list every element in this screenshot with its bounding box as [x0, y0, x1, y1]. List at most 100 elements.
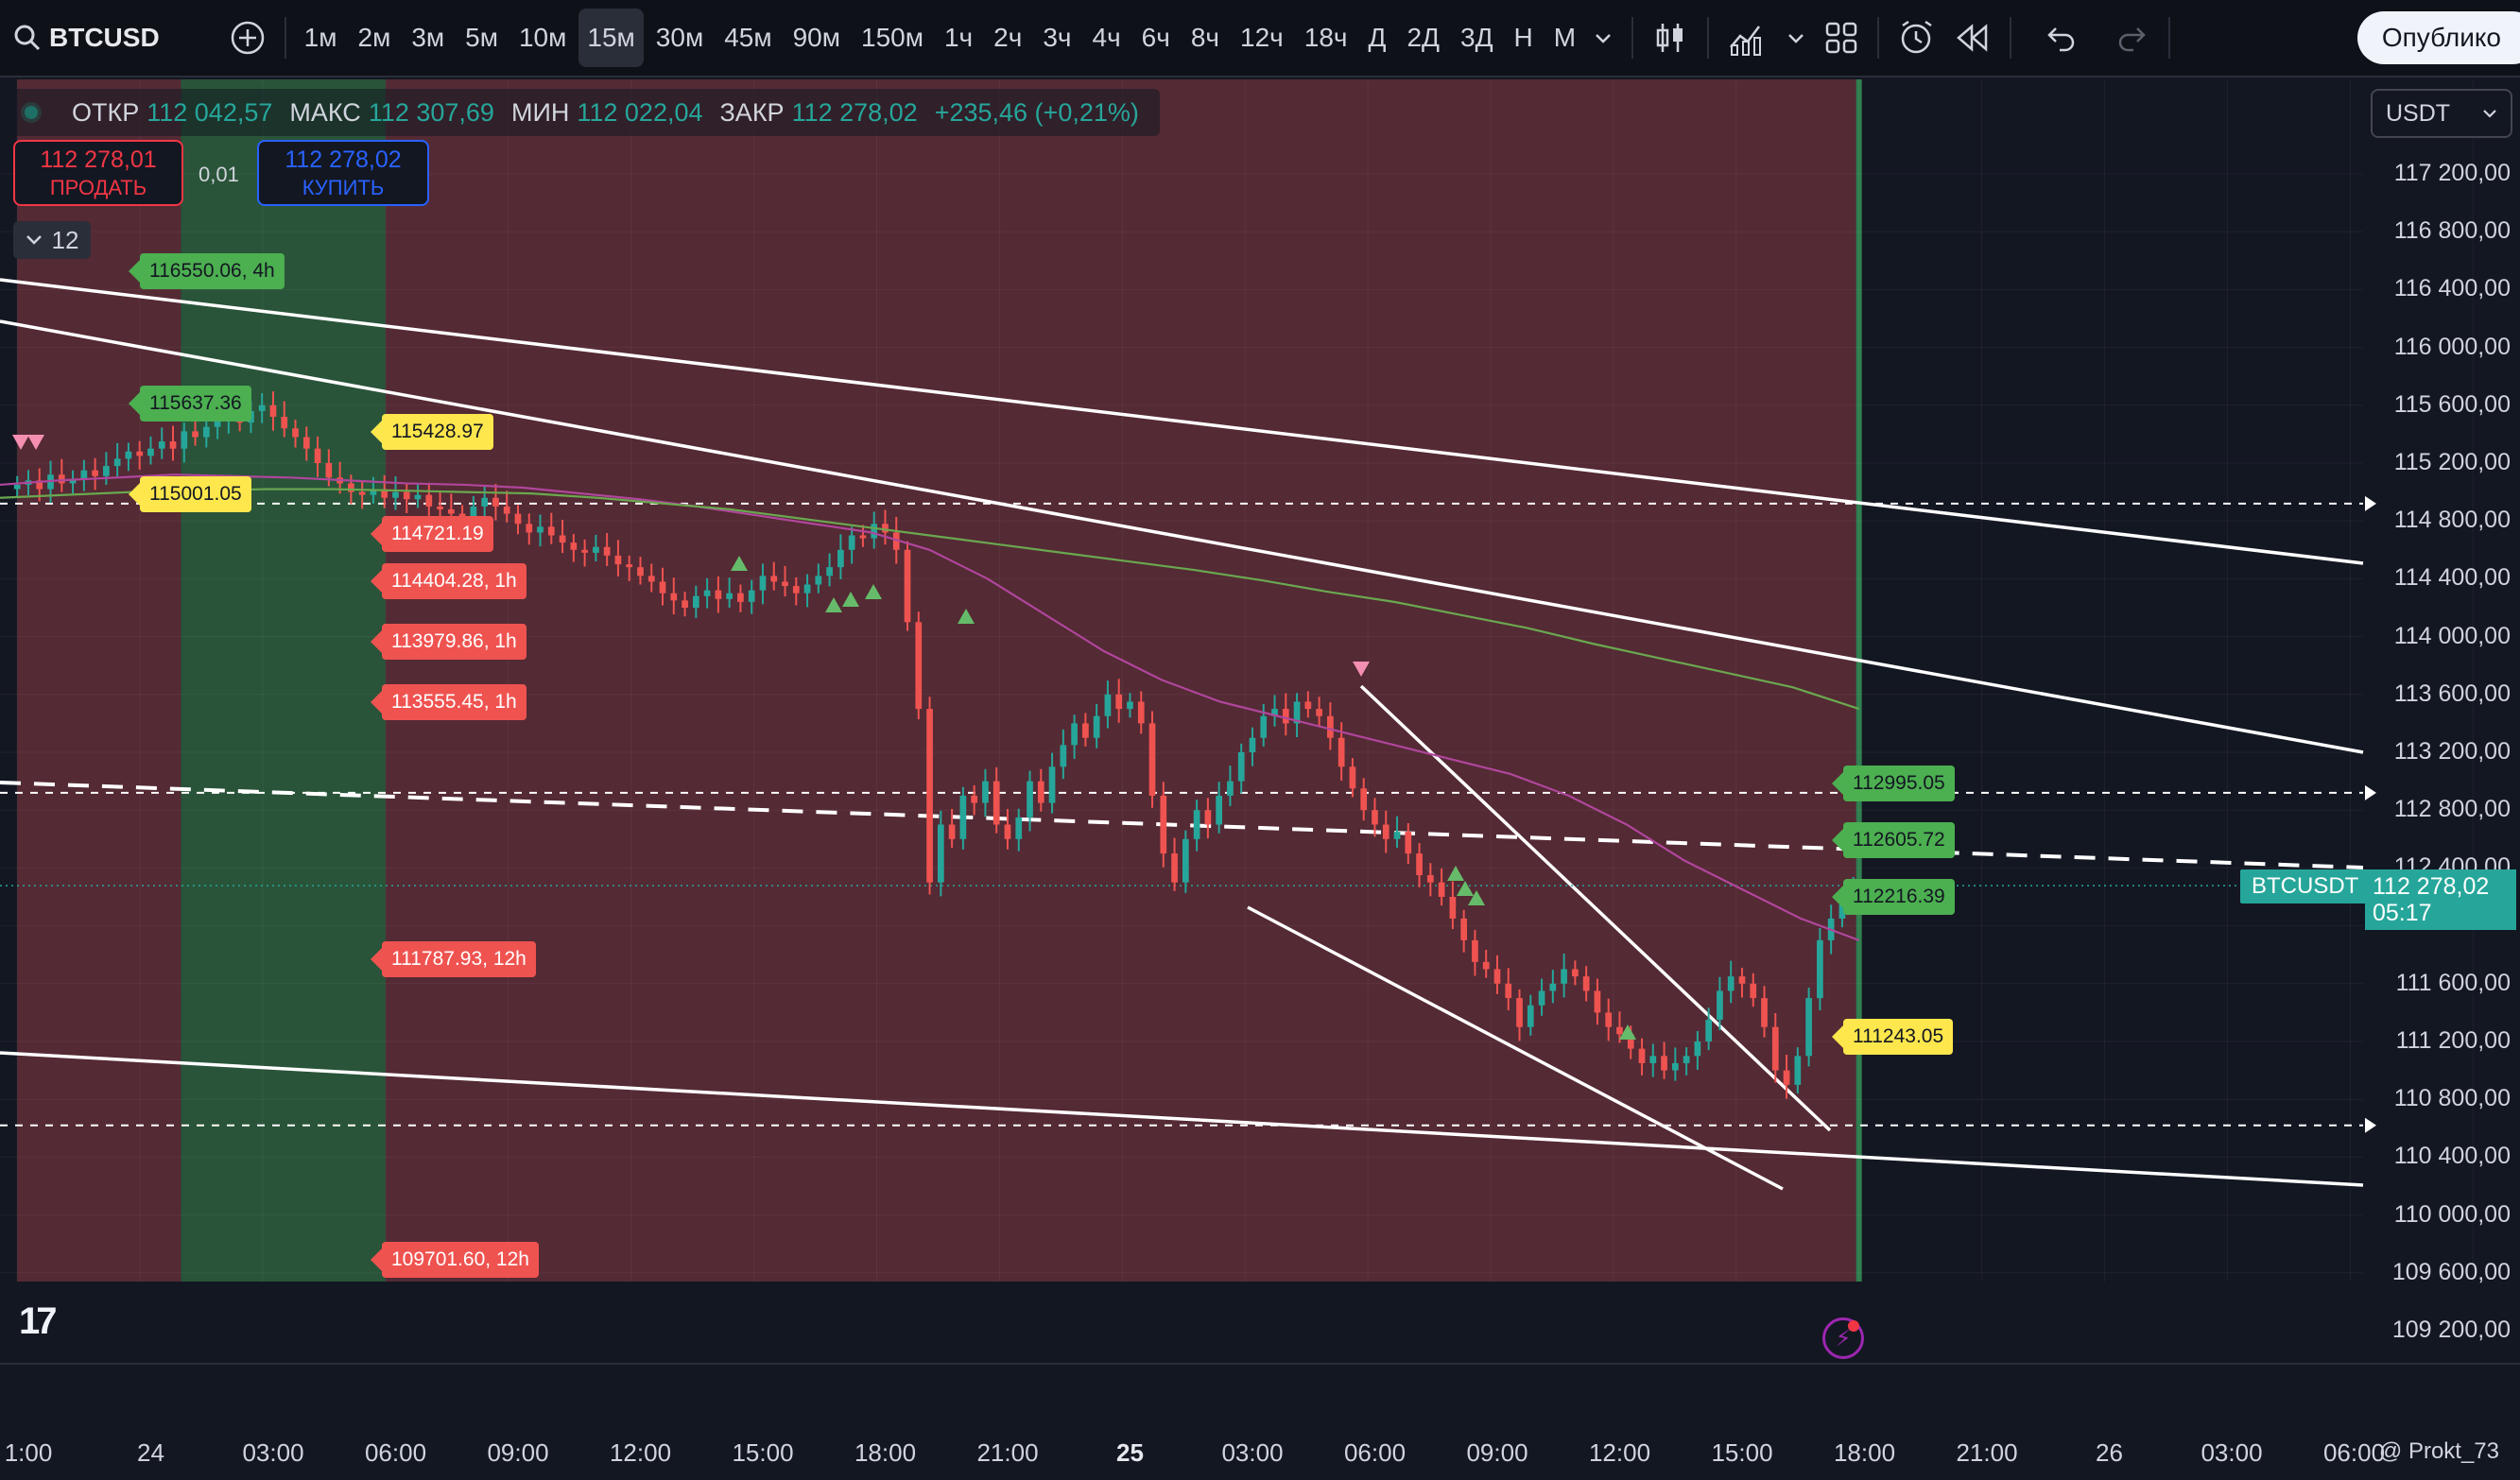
interval-17[interactable]: 18ч [1303, 23, 1348, 52]
symbol-search[interactable]: BTCUSD [0, 0, 173, 76]
candle-body[interactable] [1761, 998, 1768, 1027]
candle-body[interactable] [1538, 990, 1545, 1006]
candle-body[interactable] [1316, 709, 1322, 716]
candle-body[interactable] [1382, 824, 1389, 839]
candle-body[interactable] [113, 458, 121, 467]
candle-body[interactable] [882, 524, 889, 533]
candle-body[interactable] [1717, 990, 1723, 1021]
candle-body[interactable] [1071, 723, 1078, 746]
candle-body[interactable] [1460, 918, 1468, 940]
candle-body[interactable] [425, 494, 433, 507]
candle-body[interactable] [1661, 1056, 1667, 1071]
candle-body[interactable] [837, 549, 844, 568]
candle-body[interactable] [1627, 1034, 1634, 1049]
candle-body[interactable] [1727, 976, 1735, 991]
candle-body[interactable] [815, 576, 822, 585]
candle-body[interactable] [1060, 745, 1067, 767]
candle-body[interactable] [1327, 715, 1334, 738]
interval-18[interactable]: Д [1368, 23, 1387, 52]
candle-body[interactable] [770, 576, 778, 582]
candle-body[interactable] [13, 484, 21, 490]
candle-body[interactable] [859, 535, 867, 539]
candle-body[interactable] [692, 595, 699, 608]
level-tag-red[interactable]: 113979.86, 1h [371, 624, 526, 660]
candle-body[interactable] [1794, 1056, 1802, 1085]
candle-body[interactable] [992, 781, 1000, 825]
candle-body[interactable] [481, 497, 489, 507]
trend-line-1[interactable] [0, 319, 2364, 754]
candle-body[interactable] [1148, 723, 1156, 796]
candle-body[interactable] [36, 480, 43, 490]
moving-average-0[interactable] [0, 473, 1860, 941]
candle-body[interactable] [593, 546, 599, 553]
interval-11[interactable]: 2ч [993, 23, 1023, 52]
candle-body[interactable] [614, 555, 622, 565]
candle-body[interactable] [1271, 709, 1278, 716]
interval-5[interactable]: 15м [578, 9, 644, 67]
candle-body[interactable] [603, 546, 611, 556]
sell-button[interactable]: 112 278,01 ПРОДАТЬ [13, 140, 183, 206]
tradingview-logo[interactable]: 17 [19, 1300, 57, 1342]
candle-body[interactable] [647, 576, 655, 582]
interval-0[interactable]: 1м [303, 23, 337, 52]
interval-9[interactable]: 150м [861, 23, 923, 52]
candle-body[interactable] [1561, 969, 1567, 984]
candle-body[interactable] [659, 581, 666, 594]
candle-body[interactable] [1360, 788, 1368, 811]
interval-10[interactable]: 1ч [943, 23, 974, 52]
candle-body[interactable] [559, 535, 566, 543]
candle-body[interactable] [1482, 961, 1490, 970]
candle-body[interactable] [1204, 810, 1212, 825]
price-chart[interactable] [0, 79, 2520, 1361]
interval-13[interactable]: 4ч [1092, 23, 1121, 52]
candle-body[interactable] [1372, 810, 1378, 825]
candle-body[interactable] [1838, 903, 1846, 919]
currency-select[interactable]: USDT [2371, 89, 2512, 138]
candle-body[interactable] [1227, 781, 1234, 796]
alert-button[interactable] [1889, 9, 1945, 67]
compare-symbol-button[interactable] [220, 9, 275, 67]
interval-15[interactable]: 8ч [1190, 23, 1220, 52]
candle-body[interactable] [1082, 723, 1089, 738]
candle-body[interactable] [1249, 737, 1256, 752]
interval-14[interactable]: 6ч [1141, 23, 1170, 52]
candle-body[interactable] [1527, 1005, 1534, 1027]
indicators-button[interactable] [1718, 9, 1777, 67]
candle-body[interactable] [1705, 1020, 1713, 1041]
level-tag-green[interactable]: 112995.05 [1832, 766, 1955, 801]
candle-body[interactable] [1438, 882, 1445, 897]
candle-body[interactable] [348, 483, 354, 492]
level-tag-yellow[interactable]: 111243.05 [1831, 1019, 1954, 1055]
candle-body[interactable] [1516, 998, 1523, 1027]
candle-body[interactable] [1015, 817, 1023, 839]
candle-body[interactable] [637, 567, 644, 577]
candle-body[interactable] [1771, 1026, 1779, 1071]
candle-body[interactable] [1683, 1056, 1690, 1063]
candle-body[interactable] [570, 542, 578, 550]
candle-body[interactable] [926, 709, 933, 883]
trend-line-3[interactable] [1247, 905, 1784, 1191]
candle-body[interactable] [181, 431, 188, 449]
candle-body[interactable] [1237, 752, 1245, 782]
candle-body[interactable] [871, 524, 878, 539]
interval-6[interactable]: 30м [655, 23, 704, 52]
candle-body[interactable] [1137, 701, 1145, 724]
candle-body[interactable] [626, 564, 633, 568]
interval-8[interactable]: 90м [792, 23, 841, 52]
candle-body[interactable] [1338, 737, 1345, 767]
candle-body[interactable] [1572, 969, 1579, 977]
candle-body[interactable] [1160, 795, 1167, 854]
candle-body[interactable] [1104, 694, 1112, 716]
candle-body[interactable] [514, 513, 522, 525]
candle-body[interactable] [759, 576, 767, 591]
candle-body[interactable] [1216, 795, 1223, 825]
candle-body[interactable] [69, 478, 77, 484]
candle-body[interactable] [192, 431, 198, 438]
candle-body[interactable] [381, 489, 388, 498]
interval-1[interactable]: 2м [357, 23, 391, 52]
candle-body[interactable] [737, 593, 744, 602]
interval-21[interactable]: Н [1513, 23, 1533, 52]
candle-body[interactable] [971, 795, 978, 803]
candle-body[interactable] [147, 448, 154, 456]
candle-body[interactable] [1638, 1048, 1646, 1063]
